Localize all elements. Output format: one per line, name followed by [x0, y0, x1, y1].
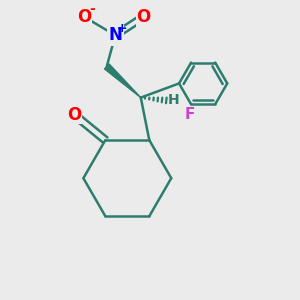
Text: O: O	[67, 106, 81, 124]
Text: -: -	[90, 2, 95, 16]
Text: N: N	[108, 26, 122, 44]
Polygon shape	[104, 64, 141, 98]
Text: +: +	[117, 22, 128, 34]
Text: H: H	[168, 93, 179, 107]
Text: O: O	[136, 8, 151, 26]
Text: O: O	[77, 8, 91, 26]
Text: F: F	[184, 107, 195, 122]
